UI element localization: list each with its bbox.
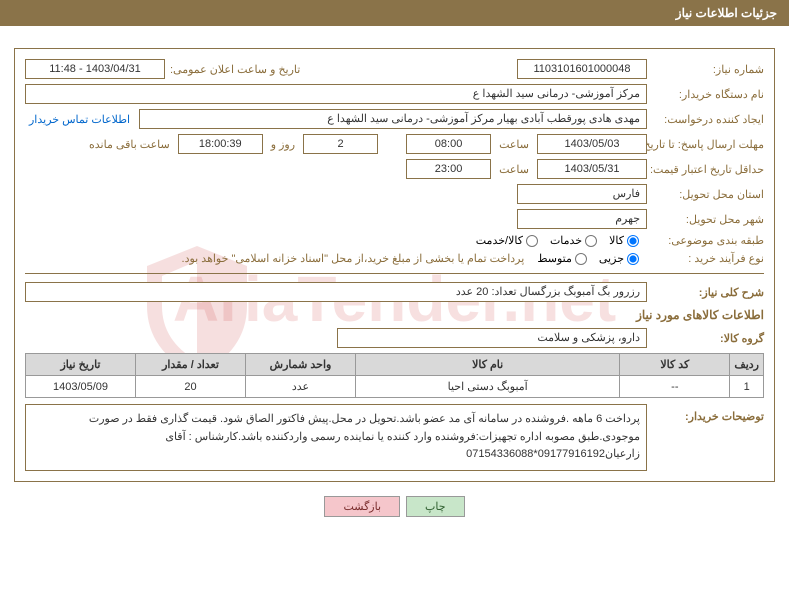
purchase-motavaset-option[interactable]: متوسط xyxy=(537,252,587,265)
td-unit: عدد xyxy=(246,376,356,398)
payment-note: پرداخت تمام یا بخشی از مبلغ خرید،از محل … xyxy=(182,252,533,265)
validity-time-field: 23:00 xyxy=(406,159,491,179)
th-qty: تعداد / مقدار xyxy=(136,354,246,376)
buyer-label: نام دستگاه خریدار: xyxy=(652,88,764,101)
td-code: -- xyxy=(620,376,730,398)
table-header-row: ردیف کد کالا نام کالا واحد شمارش تعداد /… xyxy=(26,354,764,376)
content-panel: شماره نیاز: 1103101601000048 تاریخ و ساع… xyxy=(14,48,775,482)
td-qty: 20 xyxy=(136,376,246,398)
divider-1 xyxy=(25,273,764,274)
category-radio-group: کالا خدمات کالا/خدمت xyxy=(476,234,647,247)
purchase-jozei-option[interactable]: جزیی xyxy=(599,252,639,265)
page-title: جزئیات اطلاعات نیاز xyxy=(676,6,777,20)
rooz-label: روز و xyxy=(268,138,298,151)
requester-field: مهدی هادی پورقطب آبادی بهیار مرکز آموزشی… xyxy=(139,109,647,129)
td-date: 1403/05/09 xyxy=(26,376,136,398)
deadline-time-field: 08:00 xyxy=(406,134,491,154)
buyer-desc-label: توضیحات خریدار: xyxy=(652,404,764,471)
buyer-desc-box: پرداخت 6 ماهه .فروشنده در سامانه آی مد ع… xyxy=(25,404,647,471)
purchase-type-label: نوع فرآیند خرید : xyxy=(652,252,764,265)
city-field: جهرم xyxy=(517,209,647,229)
need-no-field: 1103101601000048 xyxy=(517,59,647,79)
days-remaining-field: 2 xyxy=(303,134,378,154)
back-button[interactable]: بازگشت xyxy=(324,496,400,517)
category-kala-radio[interactable] xyxy=(627,235,639,247)
category-kalakhad-radio[interactable] xyxy=(526,235,538,247)
button-bar: چاپ بازگشت xyxy=(0,496,789,517)
category-khadamat-option[interactable]: خدمات xyxy=(550,234,597,247)
validity-label: حداقل تاریخ اعتبار قیمت: تا تاریخ: xyxy=(652,163,764,176)
announce-label: تاریخ و ساعت اعلان عمومی: xyxy=(170,63,300,76)
saat-label-2: ساعت xyxy=(496,163,532,176)
th-date: تاریخ نیاز xyxy=(26,354,136,376)
th-name: نام کالا xyxy=(356,354,620,376)
deadline-date-field: 1403/05/03 xyxy=(537,134,647,154)
goods-table: ردیف کد کالا نام کالا واحد شمارش تعداد /… xyxy=(25,353,764,398)
province-field: فارس xyxy=(517,184,647,204)
th-code: کد کالا xyxy=(620,354,730,376)
need-no-label: شماره نیاز: xyxy=(652,63,764,76)
need-desc-label: شرح کلی نیاز: xyxy=(652,286,764,299)
th-unit: واحد شمارش xyxy=(246,354,356,376)
td-row: 1 xyxy=(730,376,764,398)
buyer-contact-link[interactable]: اطلاعات تماس خریدار xyxy=(25,113,134,126)
need-desc-field: رزرور بگ آمبوبگ بزرگسال تعداد: 20 عدد xyxy=(25,282,647,302)
announce-field: 1403/04/31 - 11:48 xyxy=(25,59,165,79)
category-kala-option[interactable]: کالا xyxy=(609,234,639,247)
city-label: شهر محل تحویل: xyxy=(652,213,764,226)
remaining-label: ساعت باقی مانده xyxy=(86,138,173,151)
table-row: 1 -- آمبوبگ دستی احیا عدد 20 1403/05/09 xyxy=(26,376,764,398)
page-title-bar: جزئیات اطلاعات نیاز xyxy=(0,0,789,26)
print-button[interactable]: چاپ xyxy=(406,496,465,517)
category-kalakhad-option[interactable]: کالا/خدمت xyxy=(476,234,538,247)
category-label: طبقه بندی موضوعی: xyxy=(652,234,764,247)
province-label: استان محل تحویل: xyxy=(652,188,764,201)
countdown-field: 18:00:39 xyxy=(178,134,263,154)
buyer-field: مرکز آموزشی- درمانی سید الشهدا ع xyxy=(25,84,647,104)
requester-label: ایجاد کننده درخواست: xyxy=(652,113,764,126)
group-label: گروه کالا: xyxy=(652,332,764,345)
purchase-motavaset-radio[interactable] xyxy=(575,253,587,265)
category-khadamat-radio[interactable] xyxy=(585,235,597,247)
purchase-type-radio-group: جزیی متوسط xyxy=(537,252,647,265)
td-name: آمبوبگ دستی احیا xyxy=(356,376,620,398)
th-row: ردیف xyxy=(730,354,764,376)
validity-date-field: 1403/05/31 xyxy=(537,159,647,179)
goods-info-title: اطلاعات کالاهای مورد نیاز xyxy=(25,308,764,322)
purchase-jozei-radio[interactable] xyxy=(627,253,639,265)
saat-label-1: ساعت xyxy=(496,138,532,151)
group-field: دارو، پزشکی و سلامت xyxy=(337,328,647,348)
deadline-label: مهلت ارسال پاسخ: تا تاریخ: xyxy=(652,138,764,151)
